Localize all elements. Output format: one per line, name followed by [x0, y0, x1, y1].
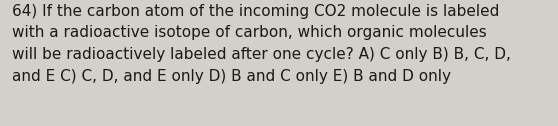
- Text: 64) If the carbon atom of the incoming CO2 molecule is labeled
with a radioactiv: 64) If the carbon atom of the incoming C…: [12, 4, 511, 84]
